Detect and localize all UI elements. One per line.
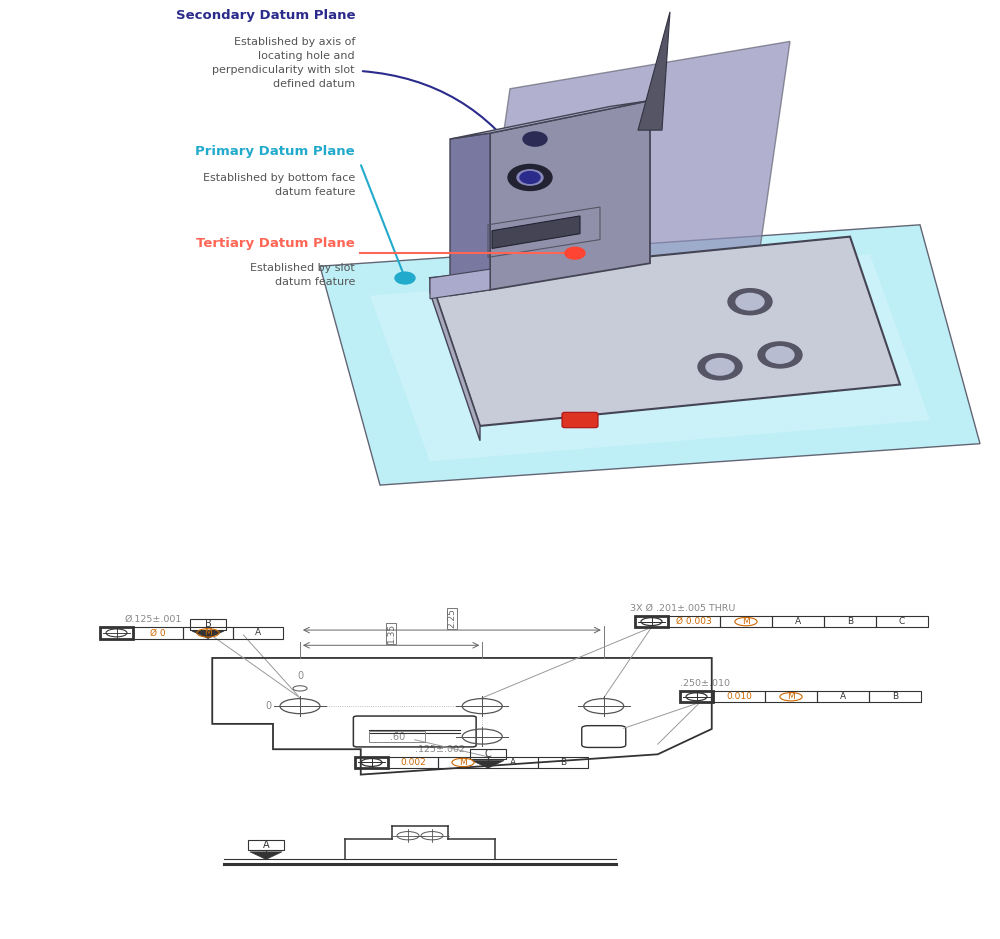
Text: A: A [263, 840, 269, 850]
Bar [183, 627, 233, 639]
Text: Ø.125±.001: Ø.125±.001 [125, 615, 182, 624]
Text: A: A [510, 758, 516, 767]
Bar [355, 757, 388, 768]
Circle shape [517, 170, 543, 185]
Bar [388, 757, 438, 768]
Text: .250±.010: .250±.010 [680, 679, 730, 688]
Bar [765, 691, 817, 702]
Polygon shape [430, 278, 480, 440]
Polygon shape [490, 100, 650, 290]
Circle shape [395, 272, 415, 284]
Text: C: C [485, 748, 491, 759]
FancyBboxPatch shape [562, 412, 598, 427]
Bar [538, 757, 588, 768]
Polygon shape [430, 237, 900, 426]
Circle shape [758, 342, 802, 368]
Polygon shape [472, 761, 504, 768]
Text: B: B [847, 617, 853, 626]
Polygon shape [492, 216, 580, 249]
Circle shape [698, 354, 742, 379]
Text: Established by slot
datum feature: Established by slot datum feature [250, 263, 355, 287]
Bar [369, 731, 425, 742]
Text: 2.25: 2.25 [447, 608, 456, 628]
Circle shape [520, 172, 540, 183]
Polygon shape [250, 852, 282, 859]
Text: Ø 0: Ø 0 [150, 628, 166, 638]
Circle shape [706, 359, 734, 375]
Bar [233, 627, 283, 639]
Text: 3X Ø .201±.005 THRU: 3X Ø .201±.005 THRU [630, 604, 735, 613]
Text: B: B [560, 758, 566, 767]
Text: A: A [840, 692, 846, 701]
Bar [824, 616, 876, 627]
Text: Established by bottom face
datum feature: Established by bottom face datum feature [203, 173, 355, 197]
Bar [876, 616, 928, 627]
Text: M: M [459, 758, 467, 767]
Text: A: A [255, 628, 261, 638]
Polygon shape [450, 100, 650, 139]
Text: Established by axis of
locating hole and
perpendicularity with slot
defined datu: Established by axis of locating hole and… [212, 37, 355, 88]
Text: 1.35: 1.35 [387, 623, 396, 643]
Bar [680, 691, 713, 702]
Text: .60: .60 [390, 731, 405, 742]
Text: M: M [787, 692, 795, 701]
Text: Secondary Datum Plane: Secondary Datum Plane [176, 8, 355, 22]
Polygon shape [192, 631, 224, 639]
Bar [470, 748, 506, 759]
Bar [668, 616, 720, 627]
Text: 0.010: 0.010 [726, 692, 752, 701]
Polygon shape [638, 12, 670, 131]
Text: M: M [742, 617, 750, 626]
Text: M: M [204, 628, 212, 638]
Bar [248, 839, 284, 851]
Text: A: A [795, 617, 801, 626]
Text: .125±.002: .125±.002 [415, 745, 465, 754]
Text: 0: 0 [266, 701, 272, 711]
Circle shape [565, 247, 585, 259]
Circle shape [523, 131, 547, 146]
Text: Ø 0.003: Ø 0.003 [676, 617, 712, 626]
Polygon shape [370, 254, 930, 461]
Polygon shape [480, 41, 790, 296]
Bar [438, 757, 488, 768]
Text: 0: 0 [297, 671, 303, 682]
Bar [772, 616, 824, 627]
Bar [190, 619, 226, 629]
Text: B: B [205, 619, 211, 629]
Text: 0.002: 0.002 [400, 758, 426, 767]
Circle shape [508, 164, 552, 191]
Polygon shape [320, 224, 980, 485]
Bar [713, 691, 765, 702]
Bar [100, 627, 133, 639]
Bar [635, 616, 668, 627]
Text: Tertiary Datum Plane: Tertiary Datum Plane [196, 237, 355, 250]
Bar [133, 627, 183, 639]
Bar [720, 616, 772, 627]
Polygon shape [450, 133, 490, 296]
Bar [869, 691, 921, 702]
Bar [488, 757, 538, 768]
Text: Primary Datum Plane: Primary Datum Plane [195, 145, 355, 158]
Circle shape [736, 293, 764, 310]
Circle shape [728, 288, 772, 315]
Circle shape [523, 174, 537, 181]
Circle shape [766, 346, 794, 363]
Polygon shape [430, 269, 490, 299]
Text: B: B [892, 692, 898, 701]
Text: C: C [899, 617, 905, 626]
Bar [817, 691, 869, 702]
